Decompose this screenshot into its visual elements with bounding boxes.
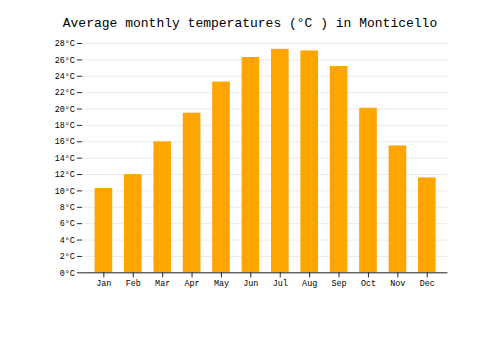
svg-text:Feb: Feb <box>126 279 141 289</box>
svg-text:22°C: 22°C <box>55 88 75 98</box>
svg-text:10°C: 10°C <box>55 187 75 197</box>
svg-text:28°C: 28°C <box>55 39 75 49</box>
svg-text:Sep: Sep <box>331 279 346 289</box>
svg-text:0°C: 0°C <box>60 269 75 279</box>
svg-text:8°C: 8°C <box>60 203 75 213</box>
svg-text:Jul: Jul <box>273 279 288 289</box>
svg-text:Apr: Apr <box>185 279 200 289</box>
svg-text:Nov: Nov <box>390 279 405 289</box>
svg-text:Jun: Jun <box>243 279 258 289</box>
svg-text:20°C: 20°C <box>55 105 75 115</box>
svg-text:6°C: 6°C <box>60 219 75 229</box>
svg-text:2°C: 2°C <box>60 252 75 262</box>
svg-text:24°C: 24°C <box>55 72 75 82</box>
svg-text:Aug: Aug <box>302 279 317 289</box>
svg-text:12°C: 12°C <box>55 170 75 180</box>
svg-text:18°C: 18°C <box>55 121 75 131</box>
svg-text:Dec: Dec <box>420 279 435 289</box>
svg-text:Oct: Oct <box>361 279 376 289</box>
svg-text:Mar: Mar <box>155 279 170 289</box>
svg-text:4°C: 4°C <box>60 236 75 246</box>
html-text:Average monthly temperatures (: Average monthly temperatures (°C ) in Mo… <box>62 16 438 31</box>
svg-text:Jan: Jan <box>96 279 111 289</box>
svg-text:14°C: 14°C <box>55 154 75 164</box>
svg-text:26°C: 26°C <box>55 56 75 66</box>
svg-text:16°C: 16°C <box>55 137 75 147</box>
svg-text:May: May <box>214 279 229 289</box>
